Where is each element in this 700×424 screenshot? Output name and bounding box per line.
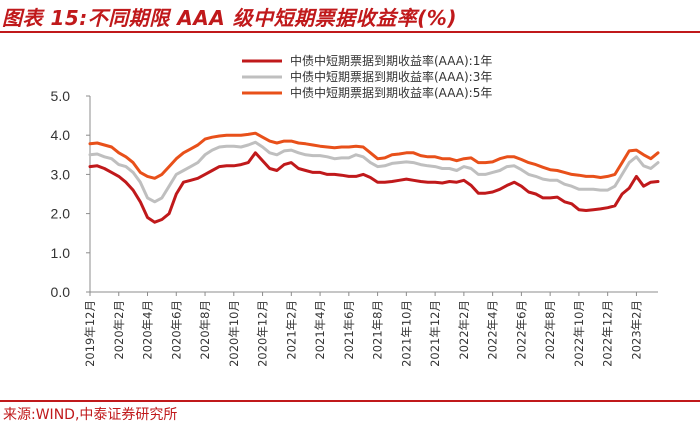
series-line-5y [88,131,660,180]
series-line-1y [88,151,660,224]
x-tick-label: 2021年4月 [313,300,327,360]
line-chart: 中债中短期票据到期收益率(AAA):1年 中债中短期票据到期收益率(AAA):3… [51,53,660,367]
x-tick-label: 2020年4月 [141,300,155,360]
x-tick-label: 2020年2月 [112,300,126,360]
x-tick-label: 2021年10月 [399,300,413,367]
x-tick-label: 2019年12月 [83,300,97,367]
y-axis: 0.0 1.0 2.0 3.0 4.0 5.0 [51,88,91,300]
x-axis: 2019年12月 2020年2月 2020年4月 2020年6月 2020年8月 2020… [83,291,658,367]
y-tick-label: 4.0 [51,127,71,143]
x-tick-label: 2020年8月 [198,300,212,360]
legend-label-1y: 中债中短期票据到期收益率(AAA):1年 [290,53,492,68]
y-tick-label: 5.0 [51,88,71,104]
chart-title: 图表 15:不同期限 AAA 级中短期票据收益率(%) [2,6,457,30]
x-tick-label: 2020年6月 [169,300,183,360]
x-tick-label: 2020年10月 [227,300,241,367]
x-tick-label: 2022年2月 [457,300,471,360]
y-tick-label: 3.0 [51,166,71,182]
x-tick-label: 2021年2月 [284,300,298,360]
legend: 中债中短期票据到期收益率(AAA):1年 中债中短期票据到期收益率(AAA):3… [242,53,492,100]
x-tick-label: 2022年12月 [601,300,615,367]
x-tick-label: 2021年6月 [342,300,356,360]
x-tick-label: 2021年8月 [371,300,385,360]
x-tick-label: 2020年12月 [256,300,270,367]
legend-label-3y: 中债中短期票据到期收益率(AAA):3年 [290,69,492,84]
x-tick-label: 2023年2月 [629,300,643,360]
footer-rule [0,400,700,402]
title-rule [0,31,700,33]
x-tick-label: 2022年10月 [572,300,586,367]
legend-label-5y: 中债中短期票据到期收益率(AAA):5年 [290,85,492,100]
x-tick-label: 2021年12月 [428,300,442,367]
series-lines [88,131,660,224]
series-line-3y [88,140,660,204]
x-tick-label: 2022年6月 [514,300,528,360]
x-tick-label: 2022年4月 [486,300,500,360]
source-note: 来源:WIND,中泰证券研究所 [3,407,178,423]
x-tick-label: 2022年8月 [543,300,557,360]
y-tick-label: 1.0 [51,245,71,261]
y-tick-label: 0.0 [51,284,71,300]
y-tick-label: 2.0 [51,206,71,222]
